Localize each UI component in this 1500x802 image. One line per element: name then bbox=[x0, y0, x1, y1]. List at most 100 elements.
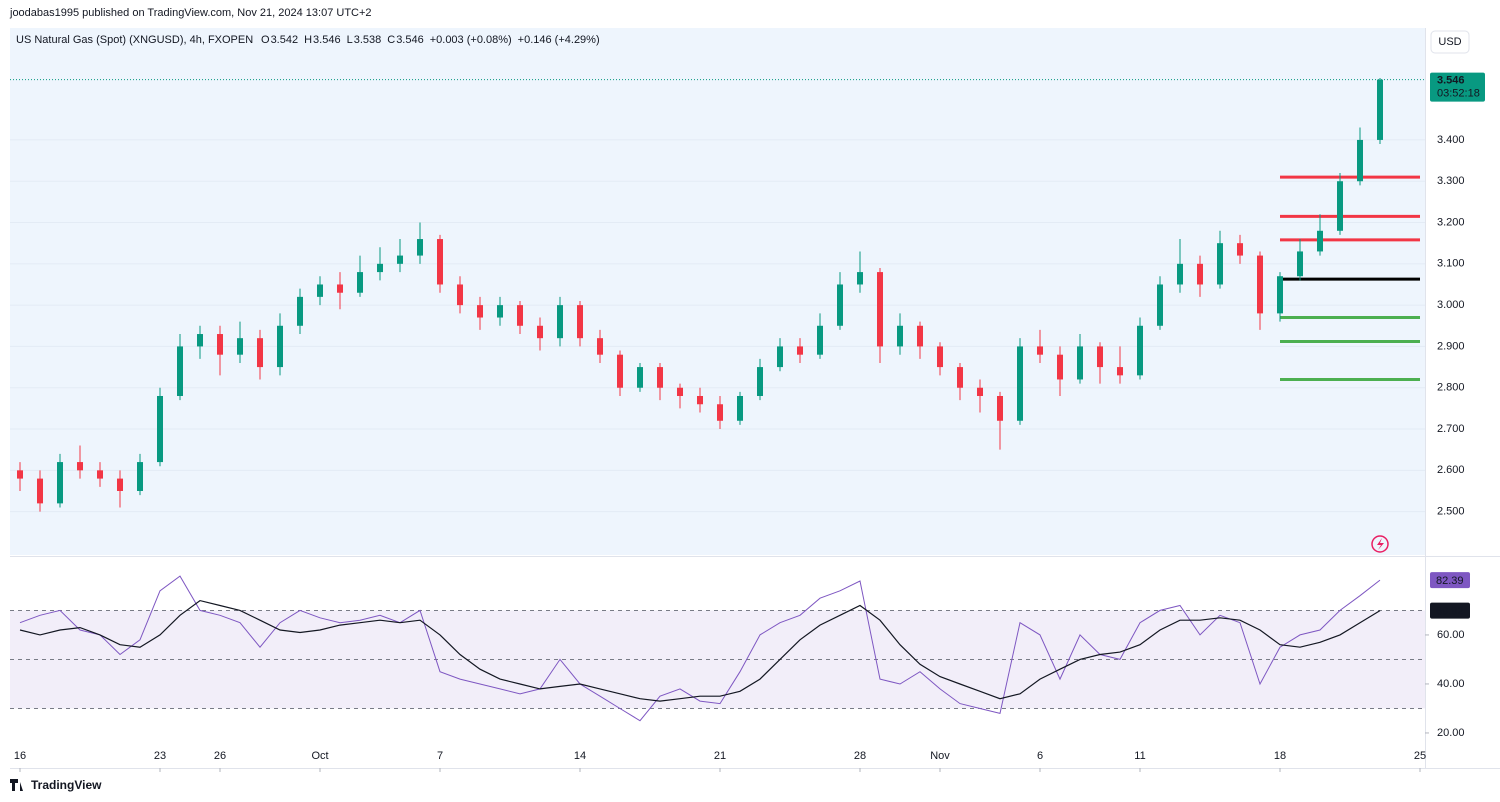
legend-value: 3.542 bbox=[271, 34, 299, 46]
candle-body bbox=[497, 305, 503, 318]
candle-body bbox=[1017, 346, 1023, 421]
x-tick-label: 28 bbox=[854, 750, 866, 762]
legend-value: 3.546 bbox=[396, 34, 424, 46]
candle-body bbox=[37, 478, 43, 504]
y-tick-label: 3.100 bbox=[1437, 258, 1465, 270]
y-tick-label: 2.700 bbox=[1437, 423, 1465, 435]
candle-body bbox=[397, 255, 403, 264]
candle-body bbox=[477, 305, 483, 318]
candle-body bbox=[17, 470, 23, 479]
candle-body bbox=[1137, 325, 1143, 376]
candle-body bbox=[737, 395, 743, 421]
y-tick-label: 3.300 bbox=[1437, 175, 1465, 187]
rsi-line bbox=[19, 599, 1381, 702]
candle-body bbox=[1077, 346, 1083, 380]
candle-body bbox=[1317, 230, 1323, 252]
legend-value: 3.546 bbox=[313, 34, 341, 46]
x-tick-label: 7 bbox=[437, 750, 443, 762]
candle-body bbox=[457, 284, 463, 306]
flash-icon bbox=[1371, 535, 1389, 553]
candle-body bbox=[337, 284, 343, 293]
candle-body bbox=[417, 239, 423, 256]
last-price-label: 3.546 bbox=[1437, 75, 1465, 87]
y-tick-label: 3.400 bbox=[1437, 134, 1465, 146]
candle-body bbox=[1337, 181, 1343, 231]
y-tick-label: 60.00 bbox=[1437, 629, 1465, 641]
y-tick-label: 2.800 bbox=[1437, 382, 1465, 394]
candle-body bbox=[1057, 354, 1063, 380]
candle-body bbox=[1197, 263, 1203, 285]
candle-body bbox=[597, 338, 603, 355]
candle-body bbox=[617, 354, 623, 388]
candle-body bbox=[717, 404, 723, 421]
candle-body bbox=[637, 367, 643, 388]
candle-body bbox=[577, 305, 583, 339]
candle-body bbox=[677, 387, 683, 396]
y-tick-label: 20.00 bbox=[1437, 727, 1465, 739]
candle-body bbox=[877, 272, 883, 347]
value-box-label: 82.39 bbox=[1436, 575, 1464, 587]
x-tick-label: 6 bbox=[1037, 750, 1043, 762]
candle-body bbox=[1237, 243, 1243, 256]
y-tick-label: 2.500 bbox=[1437, 506, 1465, 518]
legend-key: C bbox=[387, 34, 395, 46]
candle-body bbox=[657, 367, 663, 388]
candle-body bbox=[357, 272, 363, 293]
x-tick-label: Oct bbox=[311, 750, 328, 762]
candle-body bbox=[157, 395, 163, 463]
x-tick-label: 25 bbox=[1414, 750, 1426, 762]
candle-body bbox=[1357, 139, 1363, 182]
footer-brand: TradingView bbox=[31, 778, 102, 792]
x-tick-label: 11 bbox=[1134, 750, 1145, 762]
candle-body bbox=[897, 325, 903, 347]
y-tick-label: 40.00 bbox=[1437, 678, 1465, 690]
candle-body bbox=[1297, 251, 1303, 277]
y-tick-label: 2.900 bbox=[1437, 340, 1465, 352]
last-price-box bbox=[1430, 72, 1485, 102]
x-tick-label: 18 bbox=[1274, 750, 1286, 762]
candle-body bbox=[1377, 79, 1383, 140]
value-box-label: 69.92 bbox=[1436, 606, 1464, 618]
legend-value: +0.003 (+0.08%) bbox=[430, 34, 512, 46]
currency-button[interactable] bbox=[1430, 30, 1470, 54]
candle-body bbox=[237, 338, 243, 355]
candle-body bbox=[937, 346, 943, 368]
candle-body bbox=[177, 346, 183, 396]
candle-body bbox=[1037, 346, 1043, 355]
candle-body bbox=[1177, 263, 1183, 285]
candle-body bbox=[197, 334, 203, 347]
candle-body bbox=[837, 284, 843, 326]
value-box bbox=[1430, 602, 1470, 619]
value-box bbox=[1430, 572, 1470, 589]
candle-body bbox=[1157, 284, 1163, 326]
countdown-label: 03:52:18 bbox=[1437, 88, 1480, 100]
x-tick-label: 21 bbox=[714, 750, 726, 762]
candle-body bbox=[857, 272, 863, 285]
x-tick-label: 23 bbox=[154, 750, 166, 762]
candle-body bbox=[1257, 255, 1263, 314]
candle-body bbox=[517, 305, 523, 326]
candle-body bbox=[1217, 243, 1223, 285]
candle-body bbox=[557, 305, 563, 339]
x-tick-label: Nov bbox=[930, 750, 950, 762]
legend-key: H bbox=[304, 34, 312, 46]
y-tick-label: 2.600 bbox=[1437, 464, 1465, 476]
legend-value: +0.146 (+4.29%) bbox=[518, 34, 600, 46]
legend-value: 3.538 bbox=[354, 34, 382, 46]
candle-body bbox=[1117, 367, 1123, 376]
candle-body bbox=[977, 387, 983, 396]
price-pane bbox=[10, 28, 1425, 555]
candle-body bbox=[137, 462, 143, 491]
candle-body bbox=[1277, 276, 1283, 314]
candle-body bbox=[697, 395, 703, 405]
x-tick-label: 26 bbox=[214, 750, 226, 762]
legend-key: O bbox=[261, 34, 270, 46]
rsi-line bbox=[19, 575, 1381, 722]
candle-body bbox=[757, 367, 763, 396]
candle-body bbox=[97, 470, 103, 479]
candle-body bbox=[917, 325, 923, 347]
candle-body bbox=[277, 325, 283, 368]
publisher-header: joodabas1995 published on TradingView.co… bbox=[9, 7, 372, 19]
currency-label: USD bbox=[1438, 36, 1461, 48]
